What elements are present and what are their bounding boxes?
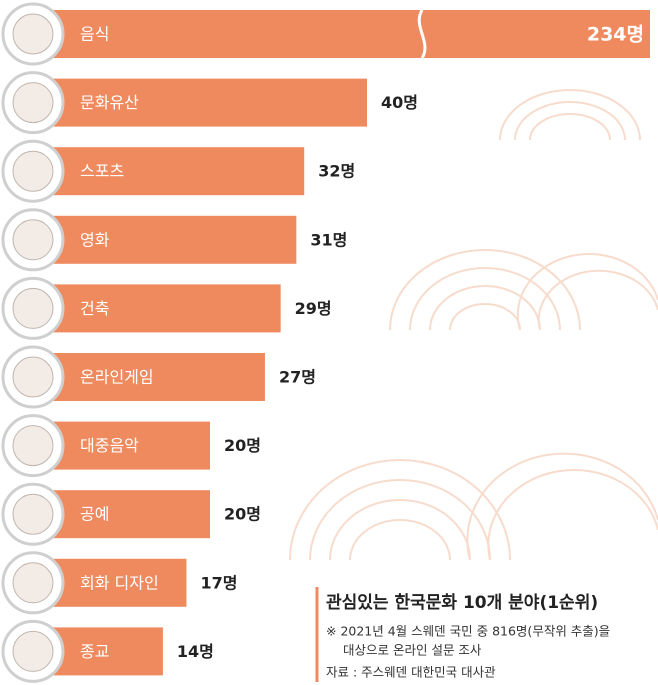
value-label: 29명 [295,299,332,318]
icon-inner [12,287,54,329]
value-label: 17명 [200,573,237,592]
category-label: 종교 [80,642,109,661]
icon-inner [12,493,54,535]
note: ※ 2021년 4월 스웨덴 국민 중 816명(무작위 추출)을 [326,624,610,639]
category-label: 스포츠 [80,162,124,181]
icon-inner [12,13,54,55]
value-label: 20명 [224,436,261,455]
category-label: 공예 [80,505,109,524]
category-label: 문화유산 [80,93,139,112]
bar [53,78,367,127]
icon-inner [12,425,54,467]
icon-inner [12,82,54,124]
icon-inner [12,356,54,398]
category-label: 영화 [80,230,110,249]
value-label: 32명 [318,162,355,181]
value-label: 14명 [177,642,214,661]
legend-background [300,575,658,685]
category-label: 대중음악 [80,436,139,455]
category-label: 회화 디자인 [80,573,159,592]
note: 대상으로 온라인 설문 조사 [343,643,482,658]
icon-inner [12,630,54,672]
icon-inner [12,562,54,604]
value-label: 27명 [279,368,316,387]
bar [53,490,210,539]
category-label: 온라인게임 [80,368,154,387]
bar [53,353,265,401]
value-label: 31명 [310,230,347,249]
bar [53,558,187,607]
bar [53,215,297,264]
icon-inner [12,219,54,261]
value-label: 40명 [381,93,418,112]
bar [53,10,650,58]
value-label: 234명 [587,24,644,46]
chart-title: 관심있는 한국문화 10개 분야(1순위) [326,593,598,613]
bar [53,147,305,196]
decoration [289,89,658,561]
source: 자료 : 주스웨덴 대한민국 대사관 [326,665,496,680]
axis-break [417,9,427,59]
category-label: 건축 [80,299,109,318]
bar [53,284,281,333]
icon-inner [12,150,54,192]
bar [53,627,163,676]
bar [53,421,210,470]
category-label: 음식 [80,25,109,44]
value-label: 20명 [224,505,261,524]
